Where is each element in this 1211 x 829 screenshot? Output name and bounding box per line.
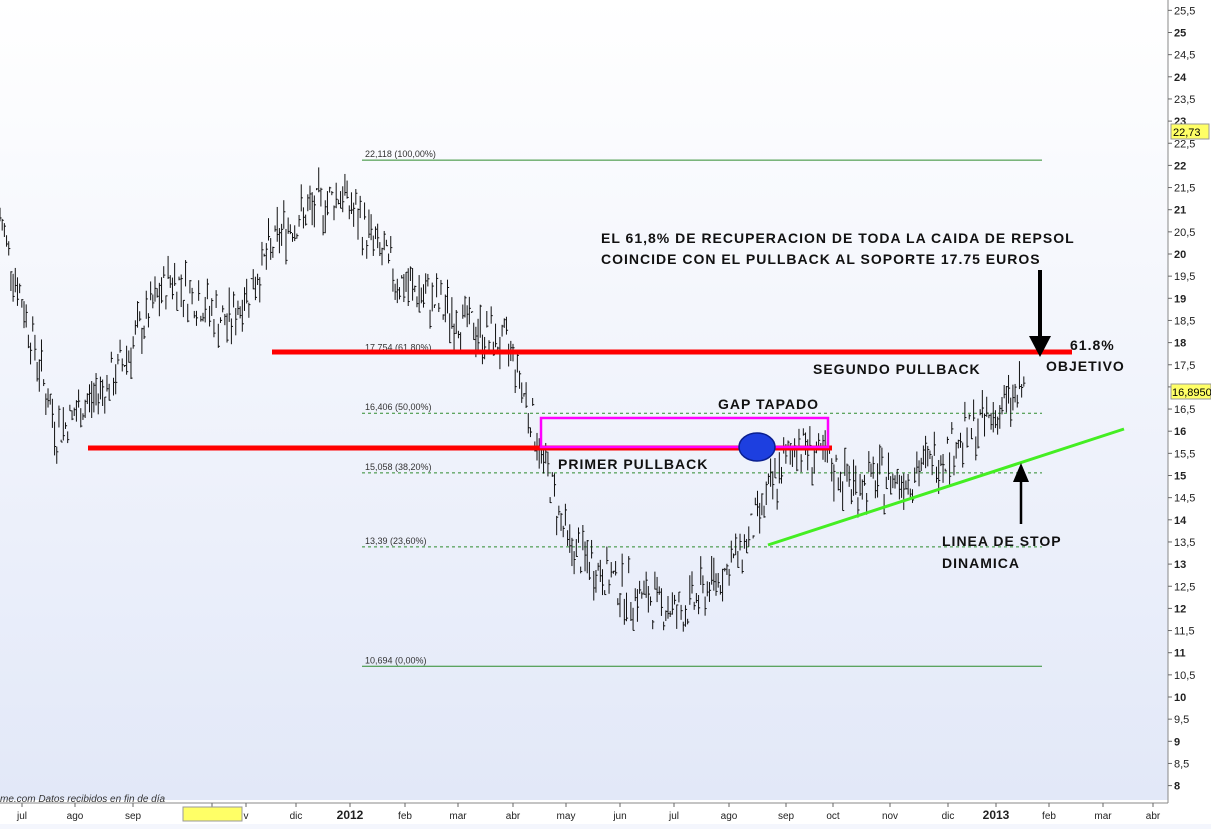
up-arrow-icon (1013, 463, 1029, 524)
y-tick-label: 9,5 (1174, 714, 1189, 726)
y-tick-label: 15,5 (1174, 448, 1195, 460)
date-badge (182, 806, 243, 822)
x-tick-label: dic (942, 811, 955, 822)
y-tick-label: 17,5 (1174, 360, 1195, 372)
x-tick-label: jun (612, 811, 626, 822)
y-tick-label: 11 (1174, 648, 1186, 660)
y-tick-label: 8 (1174, 781, 1180, 793)
segundo-pullback-label: SEGUNDO PULLBACK (813, 361, 981, 377)
fib-level-label: 13,39 (23,60%) (365, 536, 427, 546)
overlays: EL 61,8% DE RECUPERACION DE TODA LA CAID… (88, 230, 1125, 571)
primer-pullback-label: PRIMER PULLBACK (558, 456, 708, 472)
y-tick-label: 11,5 (1174, 626, 1195, 638)
y-tick-label: 12 (1174, 603, 1186, 615)
fib-level-label: 16,406 (50,00%) (365, 402, 432, 412)
y-tick-label: 20 (1174, 249, 1186, 261)
fib-level-label: 22,118 (100,00%) (365, 149, 436, 159)
y-axis: 25,52524,52423,52322,52221,52120,52019,5… (1168, 5, 1195, 793)
x-tick-label: mar (1094, 811, 1112, 822)
x-tick-label: nov (882, 811, 898, 822)
footer-source-text: me.com Datos recibidos en fin de día (0, 794, 166, 805)
x-tick-label: jul (16, 811, 27, 822)
x-tick-label: mar (449, 811, 467, 822)
fib-level-label: 17,754 (61,80%) (365, 342, 432, 352)
x-tick-label: oct (826, 811, 840, 822)
y-tick-label: 19 (1174, 293, 1186, 305)
y-tick-label: 14,5 (1174, 493, 1195, 505)
y-tick-label: 19,5 (1174, 271, 1195, 283)
x-tick-label: 2013 (983, 808, 1010, 822)
stop-line-label-2: DINAMICA (942, 555, 1020, 571)
y-tick-label: 25,5 (1174, 5, 1195, 17)
y-tick-label: 21 (1174, 205, 1186, 217)
x-tick-label: sep (125, 811, 142, 822)
plot-background (0, 0, 1168, 800)
y-tick-label: 8,5 (1174, 758, 1189, 770)
x-tick-label: ago (67, 811, 84, 822)
y-tick-label: 9 (1174, 736, 1180, 748)
x-tick-label: abr (506, 811, 521, 822)
down-arrow-icon (1029, 270, 1051, 357)
x-tick-label: dic (290, 811, 303, 822)
objetivo-label: OBJETIVO (1046, 358, 1125, 374)
y-tick-label: 12,5 (1174, 581, 1195, 593)
y-tick-label: 18,5 (1174, 315, 1195, 327)
last-price-value: 22,73 (1173, 127, 1201, 139)
x-tick-label: feb (398, 811, 412, 822)
x-tick-label: ago (721, 811, 738, 822)
y-tick-label: 10 (1174, 692, 1186, 704)
current-price-badge: 16,8950 (1170, 383, 1211, 400)
dynamic-stop-line (767, 427, 1125, 547)
fib-618-label: 61.8% (1070, 337, 1115, 353)
headline-line-2: COINCIDE CON EL PULLBACK AL SOPORTE 17.7… (601, 251, 1041, 267)
y-tick-label: 23,5 (1174, 94, 1195, 106)
y-tick-label: 22,5 (1174, 138, 1195, 150)
y-tick-label: 21,5 (1174, 183, 1195, 195)
current-price-value: 16,8950 (1172, 387, 1211, 399)
x-tick-label: 2012 (337, 808, 364, 822)
y-tick-label: 16,5 (1174, 404, 1195, 416)
gap-zone (539, 416, 830, 449)
gap-tapado-label: GAP TAPADO (718, 396, 819, 412)
x-tick-label: may (557, 811, 576, 822)
y-tick-label: 14 (1174, 515, 1187, 527)
x-axis-background (0, 800, 1211, 824)
headline-line-1: EL 61,8% DE RECUPERACION DE TODA LA CAID… (601, 230, 1075, 246)
stop-line-label-1: LINEA DE STOP (942, 533, 1062, 549)
fib-level-label: 15,058 (38,20%) (365, 462, 432, 472)
y-tick-label: 13 (1174, 559, 1186, 571)
y-tick-label: 13,5 (1174, 537, 1195, 549)
y-tick-label: 22 (1174, 160, 1186, 172)
x-tick-label: feb (1042, 811, 1056, 822)
last-price-badge: 22,73 (1170, 123, 1210, 140)
x-tick-label: v (244, 811, 249, 822)
x-tick-label: abr (1146, 811, 1161, 822)
y-tick-label: 16 (1174, 426, 1186, 438)
price-bars (0, 167, 1026, 632)
y-tick-label: 18 (1174, 338, 1186, 350)
y-tick-label: 24,5 (1174, 50, 1195, 62)
y-tick-label: 20,5 (1174, 227, 1195, 239)
gap-fill-marker (738, 432, 776, 462)
x-tick-label: sep (778, 811, 795, 822)
y-tick-label: 25 (1174, 28, 1186, 40)
fib-level-label: 10,694 (0,00%) (365, 655, 427, 665)
y-tick-label: 24 (1174, 72, 1187, 84)
y-tick-label: 15 (1174, 471, 1186, 483)
y-tick-label: 10,5 (1174, 670, 1195, 682)
x-tick-label: jul (668, 811, 679, 822)
